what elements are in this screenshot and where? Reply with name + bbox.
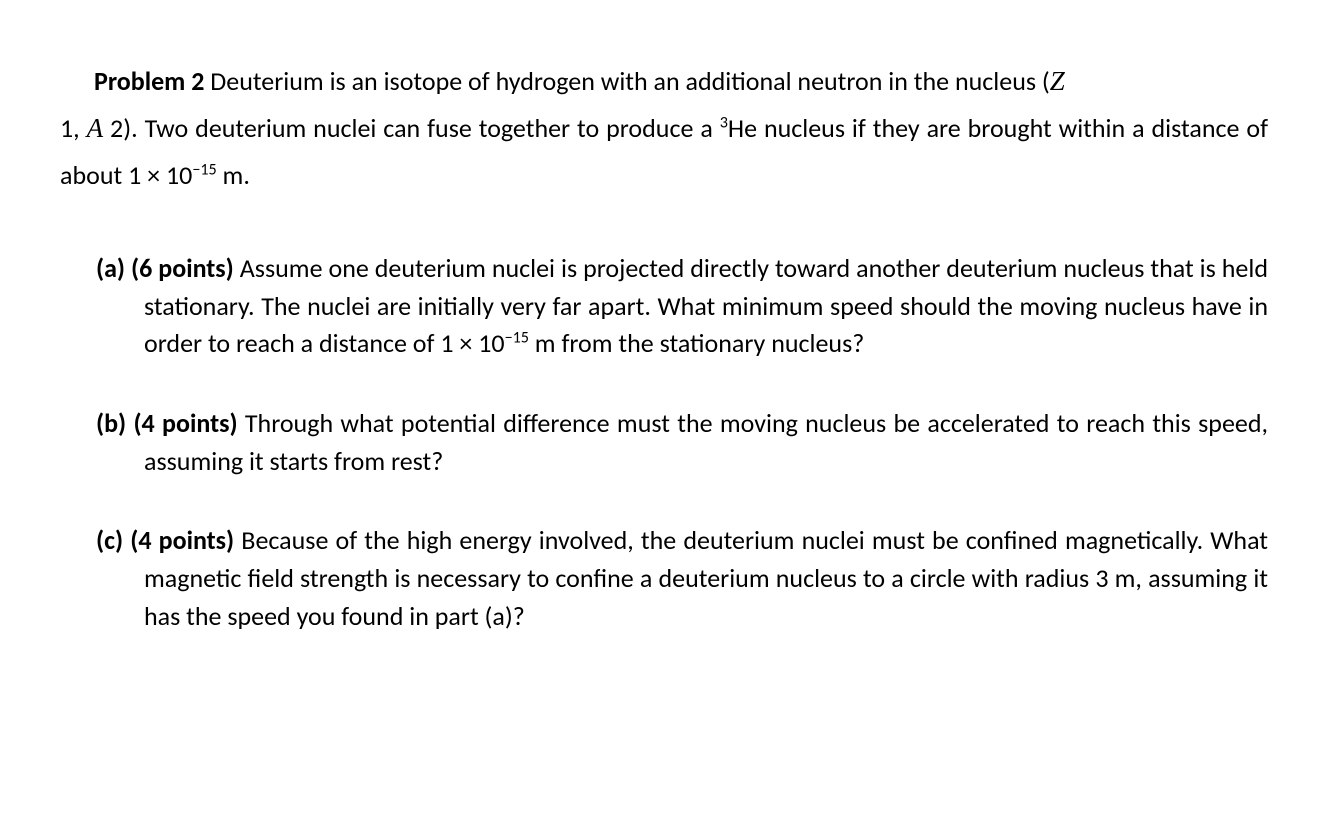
part-c-label: (c) (4 points) [96, 524, 234, 556]
intro-text-1: Deuterium is an isotope of hydrogen with… [210, 65, 1050, 97]
problem-title: Problem 2 [94, 65, 204, 97]
part-b-label: (b) (4 points) [96, 407, 238, 439]
variable-Z: Z [1050, 66, 1065, 96]
part-b-text: Through what potential difference must t… [144, 407, 1268, 477]
variable-A: A [87, 113, 104, 143]
intro-text-2b: 2). Two deuterium nuclei can fuse togeth… [103, 112, 720, 144]
part-a-exp: −15 [505, 329, 529, 348]
part-c: (c) (4 points) Because of the high energ… [96, 522, 1268, 635]
exp-neg15: −15 [192, 160, 216, 179]
he-superscript: 3 [720, 114, 728, 133]
part-c-text: Because of the high energy involved, the… [144, 524, 1268, 631]
intro-line-1: Problem 2 Deuterium is an isotope of hyd… [60, 58, 1268, 105]
intro-text-2a: 1, [60, 112, 87, 144]
intro-text-4: m. [217, 159, 250, 191]
part-a-text-2: m from the stationary nucleus? [529, 327, 864, 359]
part-a: (a) (6 points) Assume one deuterium nucl… [96, 250, 1268, 363]
problem-intro: Problem 2 Deuterium is an isotope of hyd… [60, 58, 1268, 198]
problem-page: Problem 2 Deuterium is an isotope of hyd… [0, 0, 1328, 738]
part-a-label: (a) (6 points) [96, 252, 234, 284]
part-b: (b) (4 points) Through what potential di… [96, 405, 1268, 480]
problem-parts: (a) (6 points) Assume one deuterium nucl… [60, 250, 1268, 636]
